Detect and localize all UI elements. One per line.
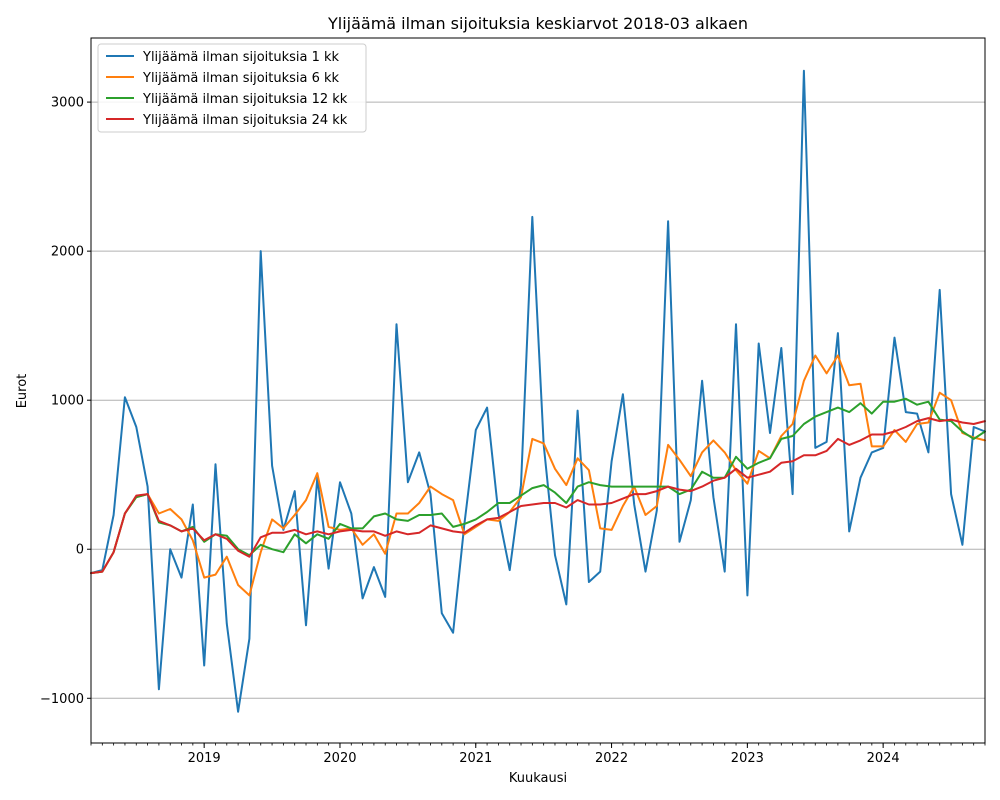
chart-title: Ylijäämä ilman sijoituksia keskiarvot 20… (327, 14, 748, 33)
legend-label: Ylijäämä ilman sijoituksia 24 kk (142, 113, 348, 128)
x-tick-label: 2024 (867, 751, 900, 766)
plot-frame (90, 37, 986, 744)
series-line-1 (90, 69, 986, 713)
x-tick-label: 2020 (323, 751, 356, 766)
y-tick-label: 3000 (51, 96, 84, 111)
series-line-4 (90, 417, 986, 575)
series-layer (90, 69, 986, 713)
x-axis-label: Kuukausi (509, 771, 567, 786)
legend-box (97, 43, 367, 133)
x-tick-label: 2021 (459, 751, 492, 766)
y-tick-label: 2000 (51, 245, 84, 260)
legend: Ylijäämä ilman sijoituksia 1 kk Ylijäämä … (97, 43, 367, 133)
series-line-3 (90, 397, 986, 575)
y-axis-ticks: −1000 0 1000 2000 3000 (40, 96, 91, 707)
legend-label: Ylijäämä ilman sijoituksia 12 kk (142, 92, 348, 107)
y-axis-label: Eurot (15, 374, 30, 409)
y-tick-label: 0 (76, 543, 84, 558)
y-tick-label: −1000 (40, 692, 84, 707)
legend-label: Ylijäämä ilman sijoituksia 6 kk (142, 71, 340, 86)
y-tick-label: 1000 (51, 394, 84, 409)
legend-label: Ylijäämä ilman sijoituksia 1 kk (142, 50, 340, 65)
series-line-2 (90, 354, 986, 597)
x-tick-label: 2019 (188, 751, 221, 766)
x-tick-label: 2022 (595, 751, 628, 766)
x-tick-label: 2023 (731, 751, 764, 766)
x-axis-ticks: 2019 2020 2021 2022 2023 2024 (90, 743, 986, 766)
